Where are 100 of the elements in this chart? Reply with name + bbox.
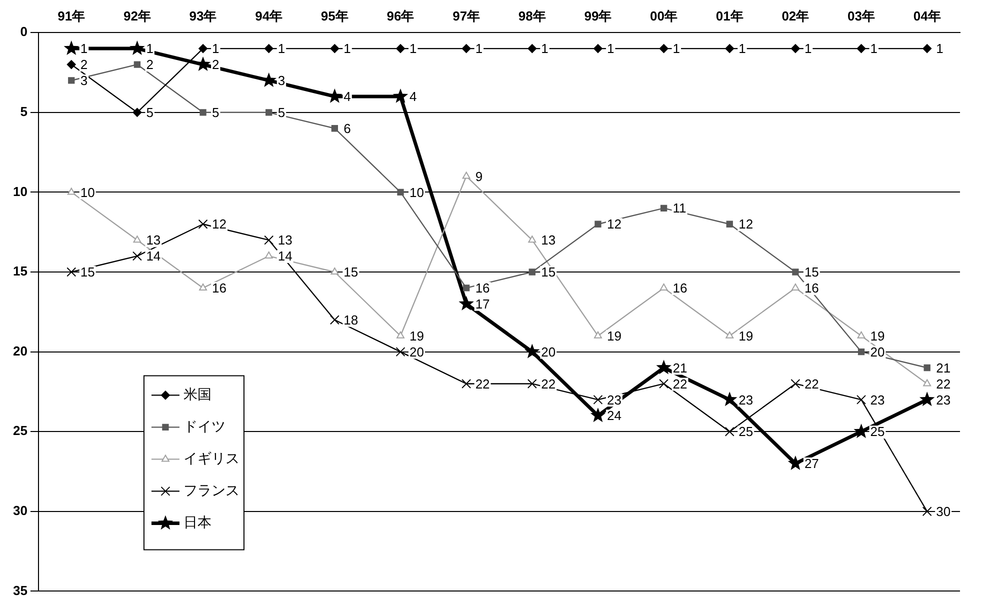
point bbox=[660, 204, 668, 212]
point bbox=[199, 283, 207, 290]
data-label: 1 bbox=[804, 41, 812, 56]
x-tick-label: 04年 bbox=[913, 8, 941, 24]
x-tick-label: 00年 bbox=[650, 8, 678, 24]
data-label: 14 bbox=[146, 248, 161, 264]
data-label: 1 bbox=[80, 41, 88, 56]
data-label: 12 bbox=[738, 216, 754, 232]
data-label: 22 bbox=[672, 376, 688, 392]
point bbox=[528, 236, 536, 243]
data-label: 1 bbox=[278, 41, 286, 56]
point bbox=[396, 347, 406, 357]
x-tick-label: 96年 bbox=[386, 8, 414, 24]
data-label: 16 bbox=[212, 280, 226, 296]
data-label: 22 bbox=[936, 376, 951, 392]
data-label: 10 bbox=[80, 184, 95, 200]
data-label: 5 bbox=[278, 104, 286, 120]
data-label: 20 bbox=[409, 344, 424, 360]
data-label: 23 bbox=[870, 392, 885, 408]
point bbox=[724, 426, 734, 436]
point bbox=[134, 61, 141, 68]
point bbox=[68, 77, 75, 84]
point bbox=[66, 60, 76, 70]
data-label: 2 bbox=[146, 57, 154, 72]
point bbox=[593, 394, 603, 404]
point bbox=[458, 296, 474, 310]
point bbox=[726, 331, 734, 338]
data-label: 21 bbox=[936, 360, 951, 376]
data-label: 30 bbox=[936, 504, 951, 519]
data-label: 22 bbox=[541, 376, 556, 392]
data-label: 15 bbox=[804, 264, 819, 280]
point bbox=[132, 108, 142, 117]
data-label: 4 bbox=[409, 89, 417, 104]
point bbox=[462, 284, 470, 292]
data-label: 21 bbox=[672, 360, 688, 376]
data-label: 3 bbox=[278, 73, 286, 88]
point bbox=[923, 379, 932, 386]
point bbox=[722, 392, 738, 406]
x-tick-label: 92年 bbox=[123, 8, 151, 24]
legend-label: フランス bbox=[183, 482, 240, 498]
data-label: 5 bbox=[146, 104, 154, 120]
y-tick-label: 20 bbox=[12, 343, 28, 358]
point bbox=[919, 392, 935, 406]
data-label: 25 bbox=[870, 424, 885, 440]
point bbox=[462, 44, 471, 54]
y-tick-label: 35 bbox=[12, 582, 28, 598]
data-label: 24 bbox=[606, 408, 622, 424]
y-tick-label: 0 bbox=[20, 24, 28, 40]
data-label: 4 bbox=[344, 89, 351, 104]
point bbox=[133, 236, 142, 243]
data-label: 14 bbox=[278, 248, 292, 264]
point bbox=[130, 40, 145, 56]
legend-label: イギリス bbox=[183, 450, 240, 466]
y-tick-label: 15 bbox=[12, 264, 28, 279]
data-label: 9 bbox=[475, 168, 483, 184]
data-label: 16 bbox=[672, 280, 688, 296]
y-tick-label: 10 bbox=[12, 184, 28, 199]
data-label: 17 bbox=[475, 296, 490, 312]
data-label: 22 bbox=[475, 376, 490, 392]
data-label: 22 bbox=[804, 376, 819, 392]
data-label: 1 bbox=[541, 41, 548, 56]
data-label: 16 bbox=[475, 280, 490, 296]
data-label: 15 bbox=[344, 264, 358, 280]
data-label: 23 bbox=[738, 392, 754, 408]
data-label: 2 bbox=[80, 57, 88, 72]
x-tick-label: 93年 bbox=[189, 8, 217, 24]
point bbox=[857, 331, 866, 338]
point bbox=[660, 283, 668, 290]
x-tick-label: 91年 bbox=[58, 8, 86, 24]
point bbox=[266, 109, 272, 116]
data-label: 13 bbox=[278, 232, 292, 248]
data-label: 15 bbox=[541, 264, 556, 280]
y-tick-label: 25 bbox=[12, 423, 28, 438]
data-label: 1 bbox=[606, 41, 614, 56]
legend-label: 米国 bbox=[183, 386, 212, 402]
point bbox=[67, 188, 76, 195]
data-label: 18 bbox=[344, 312, 358, 328]
point bbox=[594, 220, 602, 228]
point bbox=[198, 219, 208, 229]
data-label: 13 bbox=[541, 232, 556, 248]
legend-label: ドイツ bbox=[183, 418, 226, 434]
data-label: 12 bbox=[606, 216, 622, 232]
data-label: 20 bbox=[870, 344, 885, 360]
point bbox=[264, 235, 274, 245]
point bbox=[396, 44, 405, 54]
point bbox=[462, 172, 470, 179]
point bbox=[593, 44, 602, 54]
point bbox=[790, 44, 800, 54]
data-label: 1 bbox=[146, 41, 154, 56]
point bbox=[790, 378, 800, 388]
data-label: 1 bbox=[212, 41, 220, 56]
data-label: 16 bbox=[804, 280, 819, 296]
point bbox=[330, 44, 340, 54]
data-label: 5 bbox=[212, 104, 220, 120]
data-label: 19 bbox=[606, 328, 622, 344]
point bbox=[659, 44, 668, 54]
point bbox=[528, 268, 536, 276]
data-label: 19 bbox=[409, 328, 424, 344]
point bbox=[66, 267, 76, 277]
point bbox=[198, 44, 208, 54]
